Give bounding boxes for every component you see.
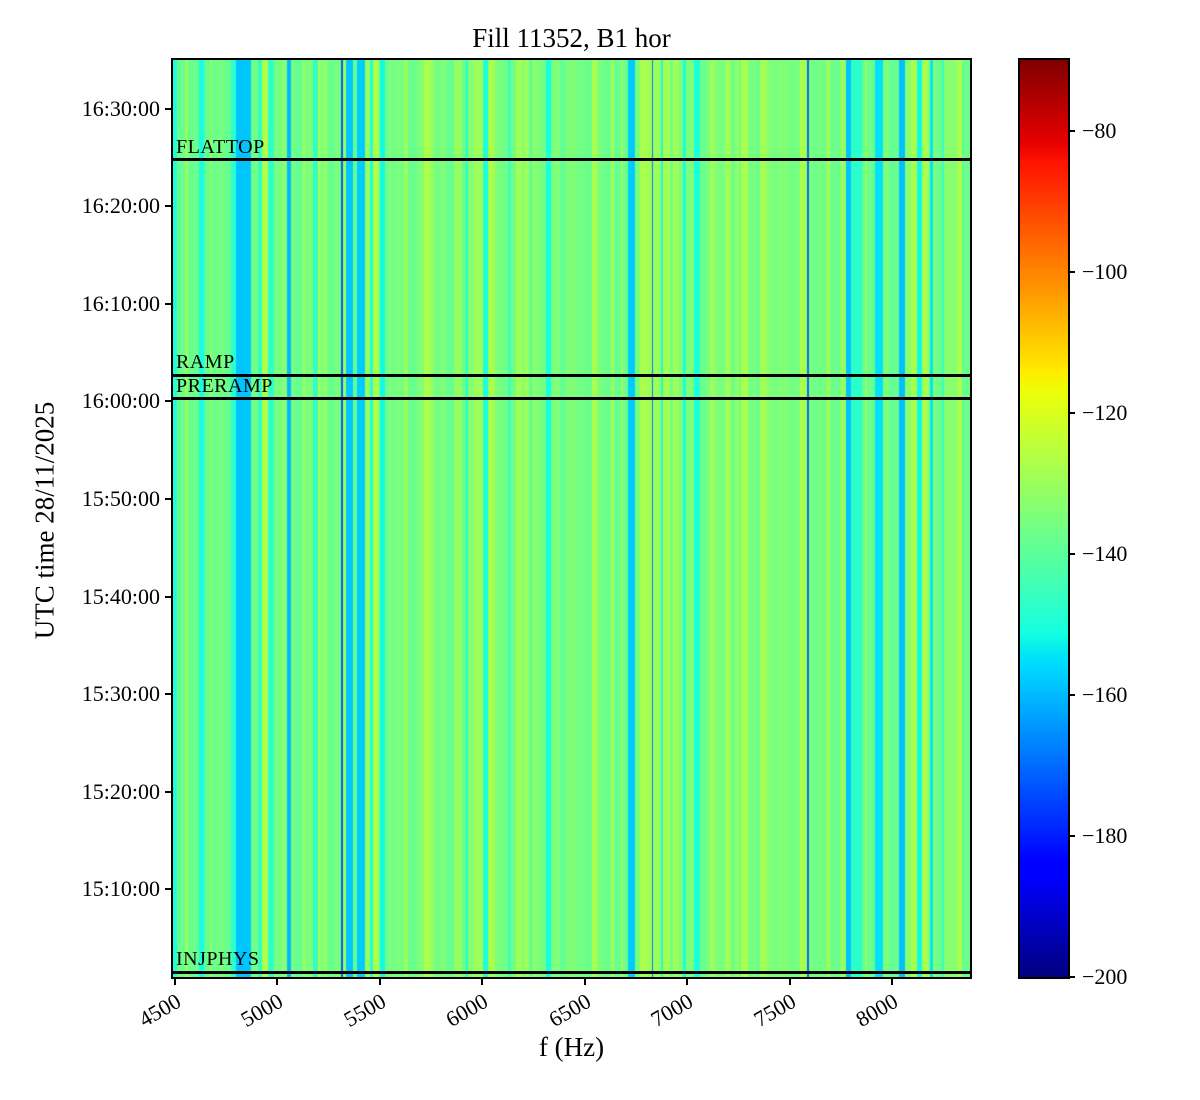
- y-tick-label: 16:10:00: [81, 290, 160, 316]
- x-tick-label: 4500: [134, 988, 186, 1032]
- colorbar-tick-mark: [1068, 552, 1075, 555]
- spectrogram-heatmap: [173, 60, 970, 977]
- plot-title: Fill 11352, B1 hor: [472, 23, 671, 53]
- colorbar-tick-label: −80: [1082, 117, 1117, 143]
- x-tick-mark: [481, 977, 484, 985]
- colorbar-gradient: [1020, 60, 1068, 977]
- y-tick-mark: [165, 790, 173, 793]
- event-label-preramp: PRERAMP: [176, 374, 273, 397]
- y-tick-mark: [165, 693, 173, 696]
- event-label-ramp: RAMP: [176, 351, 235, 374]
- colorbar-tick-mark: [1068, 129, 1075, 132]
- y-tick-label: 15:10:00: [81, 876, 160, 902]
- y-tick-label: 15:20:00: [81, 778, 160, 804]
- x-tick-mark: [174, 977, 177, 985]
- y-tick-mark: [165, 400, 173, 403]
- event-line-flattop: [173, 158, 970, 162]
- x-tick-mark: [788, 977, 791, 985]
- x-tick-mark: [276, 977, 279, 985]
- y-tick-mark: [165, 302, 173, 305]
- x-tick-mark: [583, 977, 586, 985]
- colorbar-tick-label: −100: [1082, 258, 1128, 284]
- y-tick-label: 16:20:00: [81, 193, 160, 219]
- colorbar-tick-label: −140: [1082, 540, 1128, 566]
- y-tick-label: 16:30:00: [81, 95, 160, 121]
- x-tick-mark: [686, 977, 689, 985]
- event-label-flattop: FLATTOP: [176, 135, 265, 158]
- x-axis-label: f (Hz): [538, 1032, 605, 1062]
- colorbar-tick-label: −180: [1082, 822, 1128, 848]
- colorbar-tick-mark: [1068, 976, 1075, 978]
- x-tick-mark: [891, 977, 894, 985]
- colorbar-tick-mark: [1068, 834, 1075, 837]
- colorbar-tick-mark: [1068, 693, 1075, 696]
- y-tick-label: 15:30:00: [81, 681, 160, 707]
- colorbar-tick-label: −120: [1082, 399, 1128, 425]
- colorbar-tick-label: −160: [1082, 681, 1128, 707]
- y-tick-label: 15:50:00: [81, 485, 160, 511]
- event-line-ramp: [173, 373, 970, 377]
- y-tick-label: 15:40:00: [81, 583, 160, 609]
- x-tick-mark: [378, 977, 381, 985]
- y-tick-mark: [165, 497, 173, 500]
- y-tick-mark: [165, 205, 173, 208]
- event-line-preramp: [173, 397, 970, 401]
- y-tick-label: 16:00:00: [81, 388, 160, 414]
- colorbar-tick-label: −200: [1082, 964, 1128, 989]
- y-tick-mark: [165, 107, 173, 110]
- colorbar-tick-mark: [1068, 411, 1075, 414]
- event-label-injphys: INJPHYS: [176, 948, 260, 971]
- colorbar-tick-mark: [1068, 270, 1075, 273]
- y-tick-mark: [165, 595, 173, 598]
- y-tick-mark: [165, 888, 173, 891]
- event-line-injphys: [173, 970, 970, 974]
